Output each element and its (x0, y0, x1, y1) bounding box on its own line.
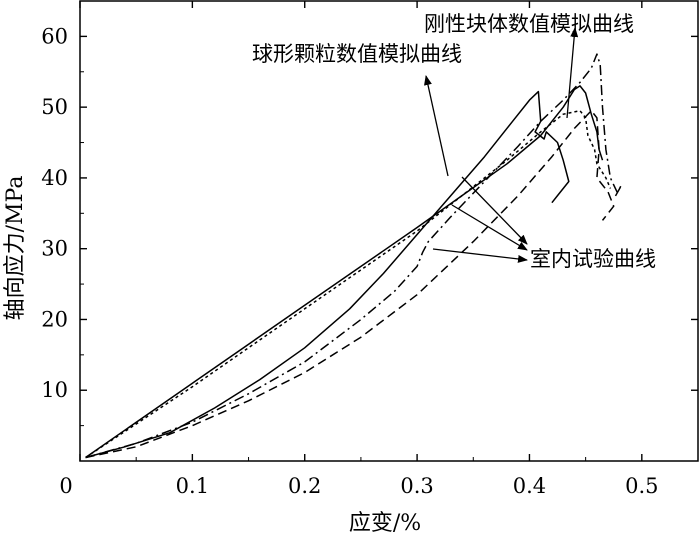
annotation-arrow (451, 204, 528, 251)
annotation-arrow (566, 27, 579, 119)
series-line-2 (85, 109, 615, 459)
series-line-1 (85, 90, 570, 459)
series-line-4 (85, 109, 612, 459)
annotation-arrows (424, 27, 579, 263)
annotation-arrow (461, 176, 528, 245)
x-tick-label: 0.5 (625, 474, 658, 498)
y-tick-label: 60 (41, 24, 68, 48)
annotation-rigid-block: 刚性块体数值模拟曲线 (424, 12, 634, 36)
annotation-lab-test: 室内试验曲线 (530, 247, 656, 271)
y-tick-label: 10 (41, 378, 68, 402)
y-tick-label: 50 (41, 95, 68, 119)
x-axis-title: 应变/% (349, 511, 421, 536)
annotation-arrow (424, 75, 449, 177)
axes: 0 0.1 0.2 0.3 0.4 0.5 10 20 30 40 50 60 (41, 0, 699, 498)
y-tick-label: 30 (41, 237, 68, 261)
plot-frame (79, 0, 699, 462)
y-tick-label: 40 (41, 166, 68, 190)
x-tick-label: 0.3 (400, 474, 433, 498)
series-line-3 (85, 53, 623, 459)
curves (85, 53, 623, 459)
annotation-arrow (432, 248, 528, 263)
x-tick-label: 0.1 (176, 474, 209, 498)
x-tick-label: 0 (59, 474, 72, 498)
x-tick-label: 0.2 (288, 474, 321, 498)
y-tick-label: 20 (41, 307, 68, 331)
y-axis-title: 轴向应力/MPa (3, 176, 28, 321)
series-line-5 (85, 85, 604, 459)
x-tick-label: 0.4 (513, 474, 546, 498)
annotation-spherical-particle: 球形颗粒数值模拟曲线 (252, 42, 462, 66)
